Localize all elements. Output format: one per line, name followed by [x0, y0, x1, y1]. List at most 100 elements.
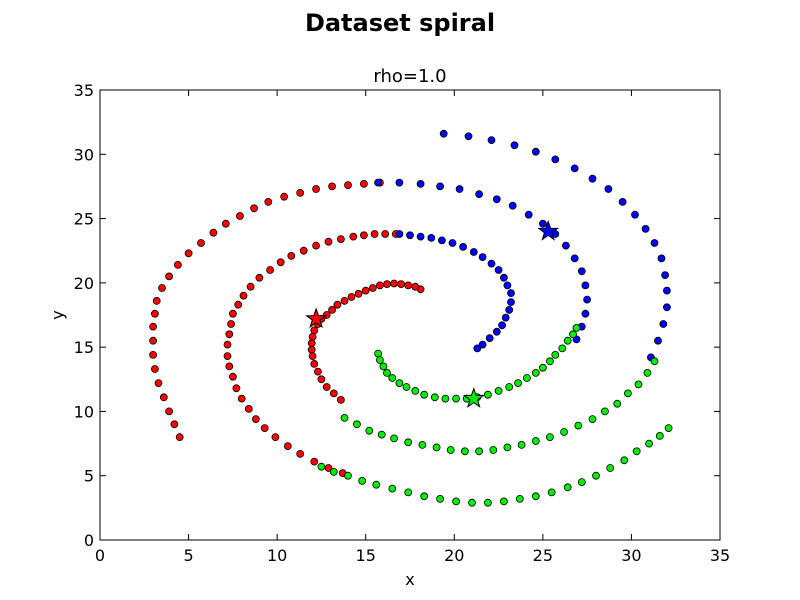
data-point [655, 431, 664, 440]
data-point [333, 300, 342, 309]
data-point [634, 380, 643, 389]
data-point [158, 284, 166, 292]
data-point [654, 336, 662, 345]
data-point [494, 386, 503, 395]
data-point [251, 415, 260, 424]
data-point [650, 357, 659, 366]
data-point [296, 449, 305, 458]
data-point [478, 253, 487, 262]
data-point [307, 345, 316, 354]
data-point [308, 332, 317, 341]
data-point [563, 336, 572, 345]
data-point [515, 494, 524, 503]
data-point [560, 428, 568, 436]
data-point [225, 362, 234, 371]
data-point [475, 447, 484, 456]
data-point [563, 483, 572, 492]
data-point [455, 185, 464, 193]
data-point [416, 179, 425, 188]
data-point [420, 492, 429, 501]
data-point [452, 497, 461, 506]
data-point [375, 281, 384, 290]
data-point [402, 383, 411, 391]
data-point [329, 467, 338, 476]
data-point [620, 456, 629, 465]
data-point [359, 231, 368, 240]
data-point [361, 286, 370, 295]
data-point [581, 281, 590, 290]
data-point [322, 383, 331, 391]
data-point [469, 248, 478, 256]
data-point [328, 182, 337, 191]
data-point [483, 498, 492, 507]
data-point [604, 185, 613, 193]
data-point [365, 426, 374, 435]
data-point [395, 379, 404, 388]
data-point [437, 236, 446, 245]
y-tick-label: 20 [74, 274, 94, 293]
data-point [379, 362, 388, 371]
data-point [370, 230, 379, 238]
data-point [358, 476, 367, 485]
data-point [271, 433, 280, 442]
data-point [228, 309, 237, 318]
y-tick-label: 0 [84, 531, 94, 550]
data-point [354, 289, 363, 298]
data-point [406, 231, 414, 240]
data-point [441, 394, 450, 403]
x-tick-label: 30 [621, 546, 641, 565]
data-point [352, 420, 361, 429]
data-point [507, 298, 515, 307]
data-point [510, 141, 519, 150]
data-point [150, 309, 159, 318]
data-point [448, 239, 457, 247]
data-point [460, 447, 469, 456]
plot-frame [99, 89, 721, 541]
data-point [539, 219, 547, 228]
data-point [223, 340, 232, 349]
data-point [499, 497, 508, 506]
data-point [514, 379, 522, 388]
data-point [368, 284, 377, 292]
data-point [498, 321, 507, 330]
data-point [149, 350, 158, 359]
data-point [624, 389, 632, 398]
data-point [223, 352, 232, 361]
data-point [487, 136, 496, 145]
data-point [237, 394, 246, 403]
data-point [436, 182, 445, 191]
data-point [336, 235, 345, 244]
data-point [499, 273, 508, 282]
data-point [452, 394, 461, 403]
data-point [523, 374, 531, 382]
data-point [583, 295, 591, 304]
data-point [184, 249, 193, 258]
data-point [632, 447, 641, 456]
data-point [562, 241, 570, 250]
data-point [531, 492, 540, 501]
data-point [492, 195, 501, 204]
y-tick-label: 5 [84, 467, 94, 486]
data-point [175, 433, 184, 442]
data-point [570, 164, 579, 173]
data-point [383, 368, 391, 377]
data-point [221, 219, 230, 228]
data-point [310, 457, 319, 466]
x-tick-label: 35 [710, 546, 730, 565]
data-point [232, 384, 241, 393]
data-point [489, 446, 498, 454]
y-axis-label: y [48, 310, 67, 319]
data-point [228, 372, 237, 381]
data-point [508, 201, 517, 210]
data-point [411, 282, 420, 291]
data-point [663, 286, 671, 295]
data-point [531, 147, 540, 156]
axes-title: rho=1.0 [373, 66, 446, 87]
data-point [344, 181, 352, 190]
data-point [531, 368, 540, 377]
data-point [152, 296, 161, 305]
data-point [411, 386, 420, 395]
data-point [547, 488, 556, 497]
data-point [149, 322, 158, 331]
